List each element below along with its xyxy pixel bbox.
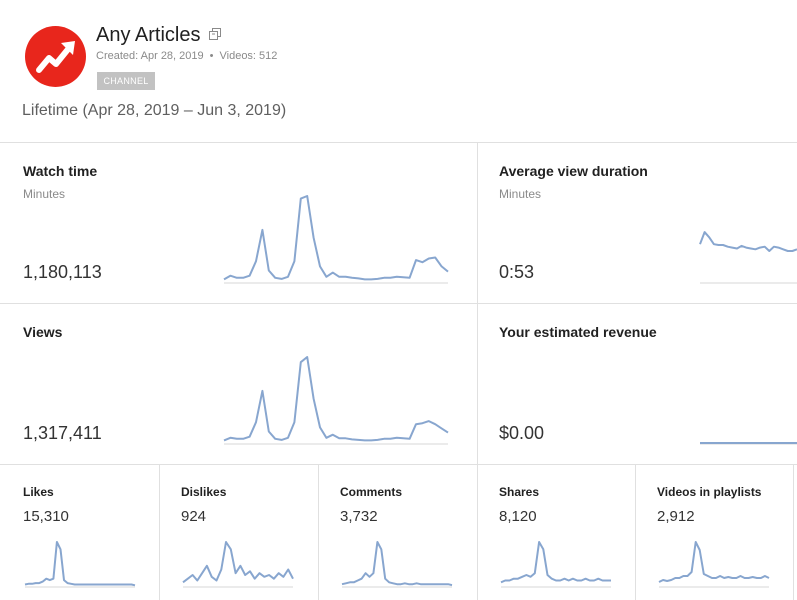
card-value: 2,912 <box>657 508 695 525</box>
divider <box>0 464 797 465</box>
card-value: 8,120 <box>499 508 537 525</box>
card-value: 1,180,113 <box>23 262 102 282</box>
comments-sparkline <box>341 541 453 588</box>
created-date: Created: Apr 28, 2019 <box>96 50 204 62</box>
sparkline-series <box>24 541 136 587</box>
external-link-icon[interactable] <box>209 28 222 40</box>
channel-avatar[interactable] <box>25 26 86 87</box>
card-title: Videos in playlists <box>657 485 762 499</box>
channel-meta: Created: Apr 28, 2019 • Videos: 512 <box>96 50 277 62</box>
sparkline-series <box>223 195 449 281</box>
card-value: 3,732 <box>340 508 378 525</box>
card-title: Average view duration <box>499 163 648 179</box>
card-subtitle: Minutes <box>499 187 542 201</box>
date-range[interactable]: Lifetime (Apr 28, 2019 – Jun 3, 2019) <box>22 102 287 119</box>
divider <box>477 142 478 600</box>
card-subtitle: Minutes <box>23 187 66 201</box>
divider <box>635 464 636 600</box>
card-title: Views <box>23 324 63 340</box>
video-count: Videos: 512 <box>219 50 278 62</box>
card-value: 15,310 <box>23 508 69 525</box>
trending-arrow-icon <box>36 41 75 73</box>
divider <box>793 464 794 600</box>
watch-time-sparkline <box>223 195 449 284</box>
card-title: Dislikes <box>181 485 227 499</box>
card-title: Your estimated revenue <box>499 324 657 340</box>
shares-sparkline <box>500 541 611 588</box>
divider <box>0 142 797 143</box>
divider <box>159 464 160 600</box>
card-title: Watch time <box>23 163 98 179</box>
dislikes-sparkline <box>182 541 294 588</box>
sparkline-series <box>182 541 294 584</box>
sparkline-series <box>658 541 770 583</box>
card-title: Likes <box>23 485 54 499</box>
divider <box>0 303 797 304</box>
sparkline-series <box>699 231 797 252</box>
channel-header: Any Articles Created: Apr 28, 2019 • Video… <box>0 0 797 142</box>
card-value: 1,317,411 <box>23 423 102 443</box>
sparkline-series <box>341 541 453 587</box>
card-value: 924 <box>181 508 207 525</box>
meta-separator: • <box>209 50 214 62</box>
channel-badge: CHANNEL <box>97 72 155 90</box>
card-value: $0.00 <box>499 423 545 443</box>
card-title: Shares <box>499 485 540 499</box>
revenue-sparkline <box>700 442 797 445</box>
avg-view-duration-sparkline <box>699 231 797 284</box>
playlists-sparkline <box>658 541 770 588</box>
divider <box>318 464 319 600</box>
sparkline-series <box>223 356 449 442</box>
likes-sparkline <box>24 541 136 588</box>
card-title: Comments <box>340 485 403 499</box>
views-sparkline <box>223 356 449 445</box>
sparkline-series <box>500 541 611 584</box>
channel-name[interactable]: Any Articles <box>96 23 201 46</box>
card-value: 0:53 <box>499 262 535 282</box>
